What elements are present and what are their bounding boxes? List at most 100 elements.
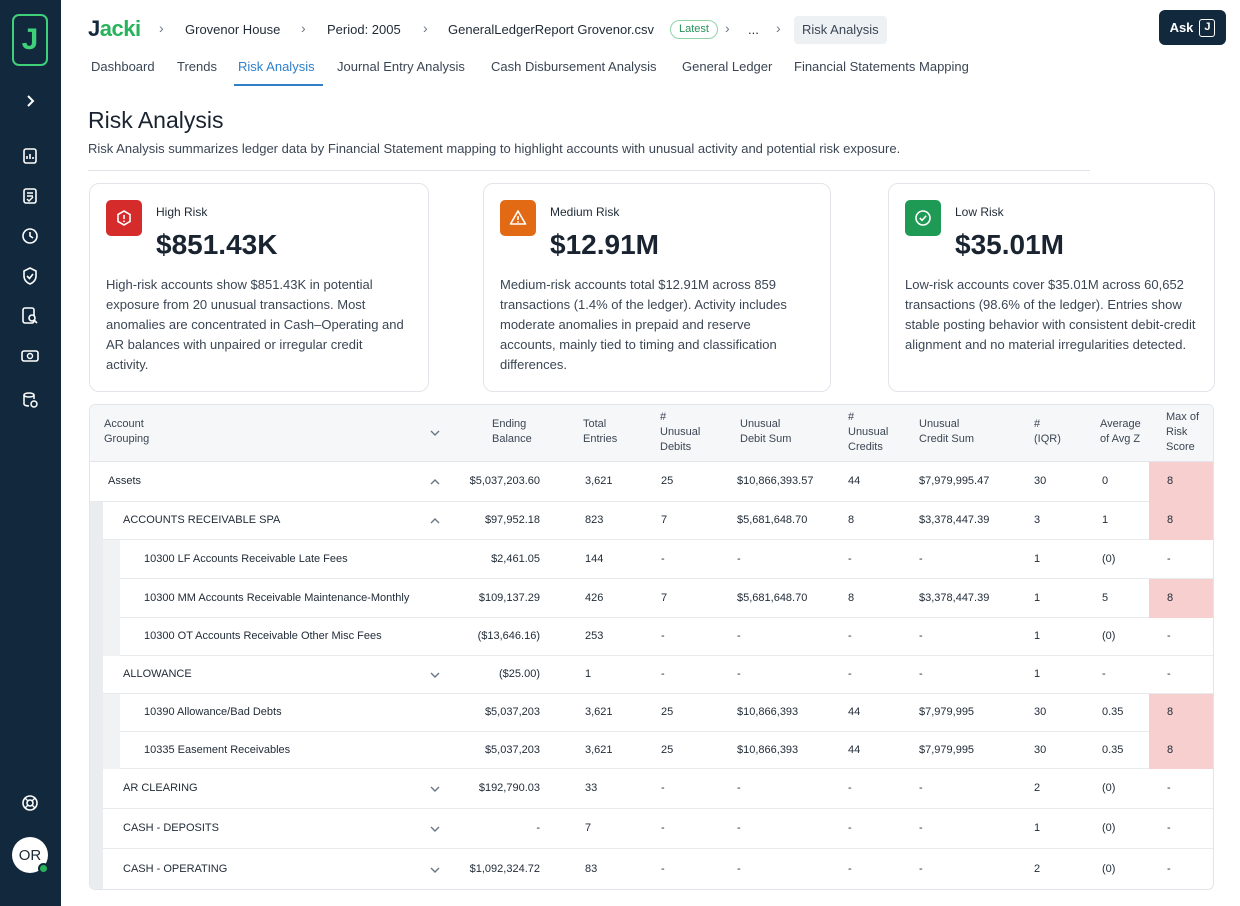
money-icon[interactable] [18, 344, 42, 368]
table-row[interactable]: 10300 OT Accounts Receivable Other Misc … [90, 618, 1213, 656]
expand-sidebar-icon[interactable] [18, 89, 42, 113]
card-text-line: High-risk accounts show $851.43K in pote… [106, 277, 373, 292]
header-unusual-debits[interactable]: # Unusual Debits [660, 410, 700, 455]
table-row[interactable]: 10300 LF Accounts Receivable Late Fees $2… [90, 540, 1213, 579]
table-row[interactable]: Assets $5,037,203.60 3,621 25 $10,866,393.57… [90, 462, 1213, 502]
cell-total: 426 [585, 592, 604, 604]
card-value: $851.43K [156, 229, 278, 260]
breadcrumb-period[interactable]: Period: 2005 [327, 22, 401, 37]
card-text-line: alignment and no material irregularities… [905, 337, 1187, 352]
indent-guide [103, 579, 120, 618]
table-row[interactable]: CASH - DEPOSITS - 7 - - - - 1 (0) - [90, 809, 1213, 849]
cell-ucs: - [919, 553, 923, 565]
cell-uc: - [848, 630, 852, 642]
cell-ending: $97,952.18 [484, 514, 540, 526]
cell-ucs: $7,979,995 [919, 706, 975, 718]
cell-total: 144 [585, 553, 604, 565]
cell-total: 823 [585, 514, 604, 526]
chevron-up-icon[interactable] [429, 476, 441, 488]
cell-ud: 25 [661, 744, 674, 756]
chevron-down-icon[interactable] [429, 669, 441, 681]
cell-ending: $5,037,203 [484, 706, 540, 718]
cell-risk: 8 [1167, 744, 1174, 756]
table-row[interactable]: ACCOUNTS RECEIVABLE SPA $97,952.18 823 7 $5,… [90, 502, 1213, 540]
header-text: of Avg Z [1100, 433, 1141, 445]
ask-logo-icon: J [1199, 18, 1216, 37]
header-text: Risk [1166, 426, 1188, 438]
header-average-avg-z[interactable]: Average of Avg Z [1100, 417, 1141, 447]
checklist-icon[interactable] [18, 184, 42, 208]
report-icon[interactable] [18, 144, 42, 168]
table-row[interactable]: 10300 MM Accounts Receivable Maintenance… [90, 579, 1213, 618]
breadcrumb-client[interactable]: Grovenor House [185, 22, 281, 37]
risk-score-cell: - [1149, 656, 1213, 694]
sidebar: J OR [0, 0, 61, 906]
cell-ud: 7 [661, 514, 668, 526]
tab-dashboard[interactable]: Dashboard [91, 59, 155, 74]
chevron-right-icon: › [776, 20, 781, 36]
help-lifebuoy-icon[interactable] [18, 791, 42, 815]
header-total-entries[interactable]: Total Entries [583, 417, 617, 447]
latest-badge: Latest [670, 20, 718, 39]
cell-uc: 44 [848, 706, 861, 718]
breadcrumb-file[interactable]: GeneralLedgerReport Grovenor.csv [448, 22, 654, 37]
header-text: Score [1166, 441, 1195, 453]
chevron-right-icon: › [301, 20, 306, 36]
page-description: Risk Analysis summarizes ledger data by … [88, 141, 901, 156]
account-name: Assets [108, 475, 142, 487]
cell-uds: $10,866,393.57 [737, 475, 814, 487]
cell-uc: - [848, 822, 852, 834]
clock-icon[interactable] [18, 224, 42, 248]
tab-trends[interactable]: Trends [177, 59, 217, 74]
hexagon-alert-icon [106, 200, 142, 236]
cell-ud: - [661, 822, 665, 834]
header-ending-balance[interactable]: Ending Balance [492, 417, 532, 447]
table-row[interactable]: ALLOWANCE ($25.00) 1 - - - - 1 - - [90, 656, 1213, 694]
cell-ending: $109,137.29 [478, 592, 540, 604]
chevron-down-icon[interactable] [429, 783, 441, 795]
chevron-right-icon: › [159, 20, 164, 36]
search-document-icon[interactable] [18, 304, 42, 328]
tab-general-ledger[interactable]: General Ledger [682, 59, 773, 74]
tab-financial-statements-mapping[interactable]: Financial Statements Mapping [794, 59, 969, 74]
account-name: 10300 MM Accounts Receivable Maintenance… [144, 592, 410, 604]
cell-uds: - [737, 822, 741, 834]
chevron-down-icon[interactable] [429, 864, 441, 876]
cell-total: 33 [585, 782, 598, 794]
cell-uds: - [737, 863, 741, 875]
table-row[interactable]: AR CLEARING $192,790.03 33 - - - - 2 (0) - [90, 769, 1213, 809]
card-description: Medium-risk accounts total $12.91M acros… [500, 275, 787, 375]
ask-button[interactable]: Ask J [1159, 10, 1226, 45]
cell-ending: $5,037,203.60 [469, 475, 540, 487]
card-label: Medium Risk [550, 205, 620, 219]
chevron-up-icon[interactable] [429, 515, 441, 527]
breadcrumb-ellipsis[interactable]: ... [748, 22, 759, 37]
indent-guide [90, 579, 103, 618]
table-row[interactable]: 10390 Allowance/Bad Debts $5,037,203 3,621… [90, 694, 1213, 732]
database-icon[interactable] [18, 388, 42, 412]
cell-iqr: 30 [1034, 475, 1047, 487]
cell-total: 253 [585, 630, 604, 642]
tab-journal-entry-analysis[interactable]: Journal Entry Analysis [337, 59, 465, 74]
header-iqr[interactable]: # (IQR) [1034, 417, 1061, 447]
cell-iqr: 2 [1034, 782, 1041, 794]
table-row[interactable]: CASH - OPERATING $1,092,324.72 83 - - - - 2 (0) - [90, 849, 1213, 889]
chevron-down-icon[interactable] [429, 427, 441, 439]
header-unusual-credit-sum[interactable]: Unusual Credit Sum [919, 417, 974, 447]
chevron-down-icon[interactable] [429, 823, 441, 835]
tab-cash-disbursement-analysis[interactable]: Cash Disbursement Analysis [491, 59, 657, 74]
table-row[interactable]: 10335 Easement Receivables $5,037,203 3,62… [90, 732, 1213, 769]
header-account-grouping[interactable]: Account Grouping [104, 417, 149, 447]
tab-risk-analysis[interactable]: Risk Analysis [238, 59, 315, 74]
header-unusual-debit-sum[interactable]: Unusual Debit Sum [740, 417, 791, 447]
app-logo[interactable]: J [12, 14, 48, 66]
shield-check-icon[interactable] [18, 264, 42, 288]
indent-guide [90, 540, 103, 579]
header-unusual-credits[interactable]: # Unusual Credits [848, 410, 888, 455]
header-max-risk-score[interactable]: Max of Risk Score [1166, 410, 1199, 455]
card-description: Low-risk accounts cover $35.01M across 6… [905, 275, 1196, 355]
indent-guide [103, 732, 120, 769]
cell-ud: 7 [661, 592, 668, 604]
header-text: # [848, 411, 855, 423]
header-text: Account [104, 418, 144, 430]
